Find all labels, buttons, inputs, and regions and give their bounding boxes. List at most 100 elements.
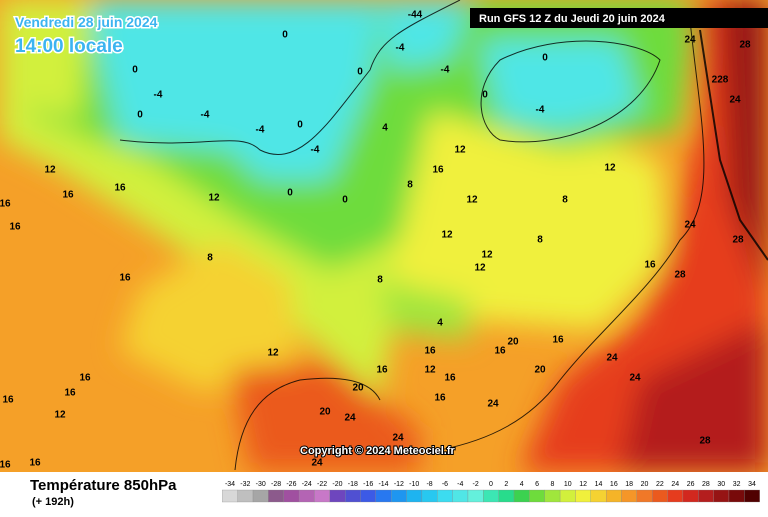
legend-label: 16 <box>610 481 618 488</box>
contour-label: -4 <box>396 43 405 54</box>
contour-label: 16 <box>644 260 656 271</box>
legend-swatch <box>375 489 392 503</box>
contour-label: 12 <box>267 348 279 359</box>
legend-swatch <box>360 489 377 503</box>
legend-label: -24 <box>302 481 312 488</box>
contour-label: 0 <box>137 110 143 121</box>
legend-label: -22 <box>317 481 327 488</box>
legend-label: 28 <box>702 481 710 488</box>
legend-label: -8 <box>426 481 432 488</box>
legend-label: -26 <box>286 481 296 488</box>
contour-label: -4 <box>311 145 320 156</box>
contour-label: 16 <box>119 273 131 284</box>
legend-label: 24 <box>671 481 679 488</box>
legend-swatch <box>529 489 545 503</box>
legend-swatch <box>237 489 254 503</box>
legend-swatch <box>636 489 653 503</box>
forecast-time: 14:00 locale <box>15 36 123 57</box>
legend-label: -28 <box>271 481 281 488</box>
contour-label: 24 <box>684 35 696 46</box>
contour-label: 24 <box>311 458 323 469</box>
contour-labels: 24 2822824242828168120-40-4-44-4000-400-4… <box>0 10 751 471</box>
contour-label: 16 <box>114 183 126 194</box>
contour-label: 24 <box>392 433 404 444</box>
contour-label: 24 <box>629 373 641 384</box>
legend-label: 26 <box>687 481 695 488</box>
contour-label: 16 <box>424 346 436 357</box>
contour-label: 16 <box>62 190 74 201</box>
contour-label: 12 <box>424 365 436 376</box>
contour-label: 24 <box>344 413 356 424</box>
legend-swatch <box>559 489 576 503</box>
legend-swatch <box>421 489 438 503</box>
legend-swatch <box>667 489 684 503</box>
contour-label: 0 <box>282 30 288 41</box>
contour-label: 4 <box>437 318 443 329</box>
run-box <box>470 8 768 28</box>
contour-label: 0 <box>357 67 363 78</box>
legend-label: -16 <box>363 481 373 488</box>
contour-label: 16 <box>2 395 14 406</box>
legend-label: 22 <box>656 481 664 488</box>
contour-label: 20 <box>507 337 519 348</box>
legend-label: 6 <box>535 481 539 488</box>
forecast-date: Vendredi 28 juin 2024 <box>15 14 158 30</box>
legend-swatch <box>283 489 300 503</box>
contour-label: 8 <box>562 195 568 206</box>
legend-swatch <box>575 489 591 503</box>
contour-label: 28 <box>674 270 686 281</box>
legend-label: 10 <box>564 481 572 488</box>
legend-label: 34 <box>748 481 756 488</box>
footer-lead: (+ 192h) <box>32 496 74 508</box>
contour-label: -4 <box>441 65 450 76</box>
legend-label: 18 <box>625 481 633 488</box>
contour-label: 8 <box>207 253 213 264</box>
contour-label: 0 <box>482 90 488 101</box>
legend-label: -6 <box>442 481 448 488</box>
legend-swatch <box>698 489 714 503</box>
legend-label: -4 <box>457 481 463 488</box>
contour-label: 24 <box>487 399 499 410</box>
legend-swatch <box>467 489 484 503</box>
legend-label: -12 <box>394 481 404 488</box>
contour-label: 0 <box>287 188 293 199</box>
legend-swatch <box>652 489 668 503</box>
contour-label: -4 <box>154 90 163 101</box>
contour-label: 16 <box>434 393 446 404</box>
contour-label: 16 <box>552 335 564 346</box>
legend-label: -14 <box>378 481 388 488</box>
contour-label: -44 <box>408 10 423 21</box>
legend-label: -34 <box>225 481 235 488</box>
legend-swatch <box>621 489 638 503</box>
contour-label: 0 <box>132 65 138 76</box>
contour-label: 12 <box>208 193 220 204</box>
contour-label: 28 <box>732 235 744 246</box>
contour-label: 0 <box>342 195 348 206</box>
contour-label: 20 <box>352 383 364 394</box>
legend-swatch <box>728 489 745 503</box>
legend-swatch <box>544 489 561 503</box>
contour-label: 12 <box>481 250 493 261</box>
legend-label: -2 <box>473 481 479 488</box>
contour-label: 12 <box>54 410 66 421</box>
legend-label: -18 <box>348 481 358 488</box>
contour-label: 4 <box>382 123 388 134</box>
legend-label: 4 <box>520 481 524 488</box>
contour-label: 12 <box>604 163 616 174</box>
legend-label: 8 <box>550 481 554 488</box>
contour-label: 16 <box>64 388 76 399</box>
contour-label: 20 <box>319 407 331 418</box>
legend-swatch <box>344 489 361 503</box>
legend-swatch <box>713 489 730 503</box>
contour-label: 8 <box>537 235 543 246</box>
copyright: Copyright © 2024 Meteociel.fr <box>300 445 456 457</box>
contour-label: 16 <box>0 199 11 210</box>
contour-label: 24 <box>606 353 618 364</box>
footer-title: Température 850hPa <box>30 477 177 494</box>
legend-label: 20 <box>641 481 649 488</box>
legend-swatch <box>513 489 530 503</box>
legend-swatch <box>483 489 499 503</box>
temperature-field <box>0 0 768 472</box>
legend-label: -20 <box>332 481 342 488</box>
